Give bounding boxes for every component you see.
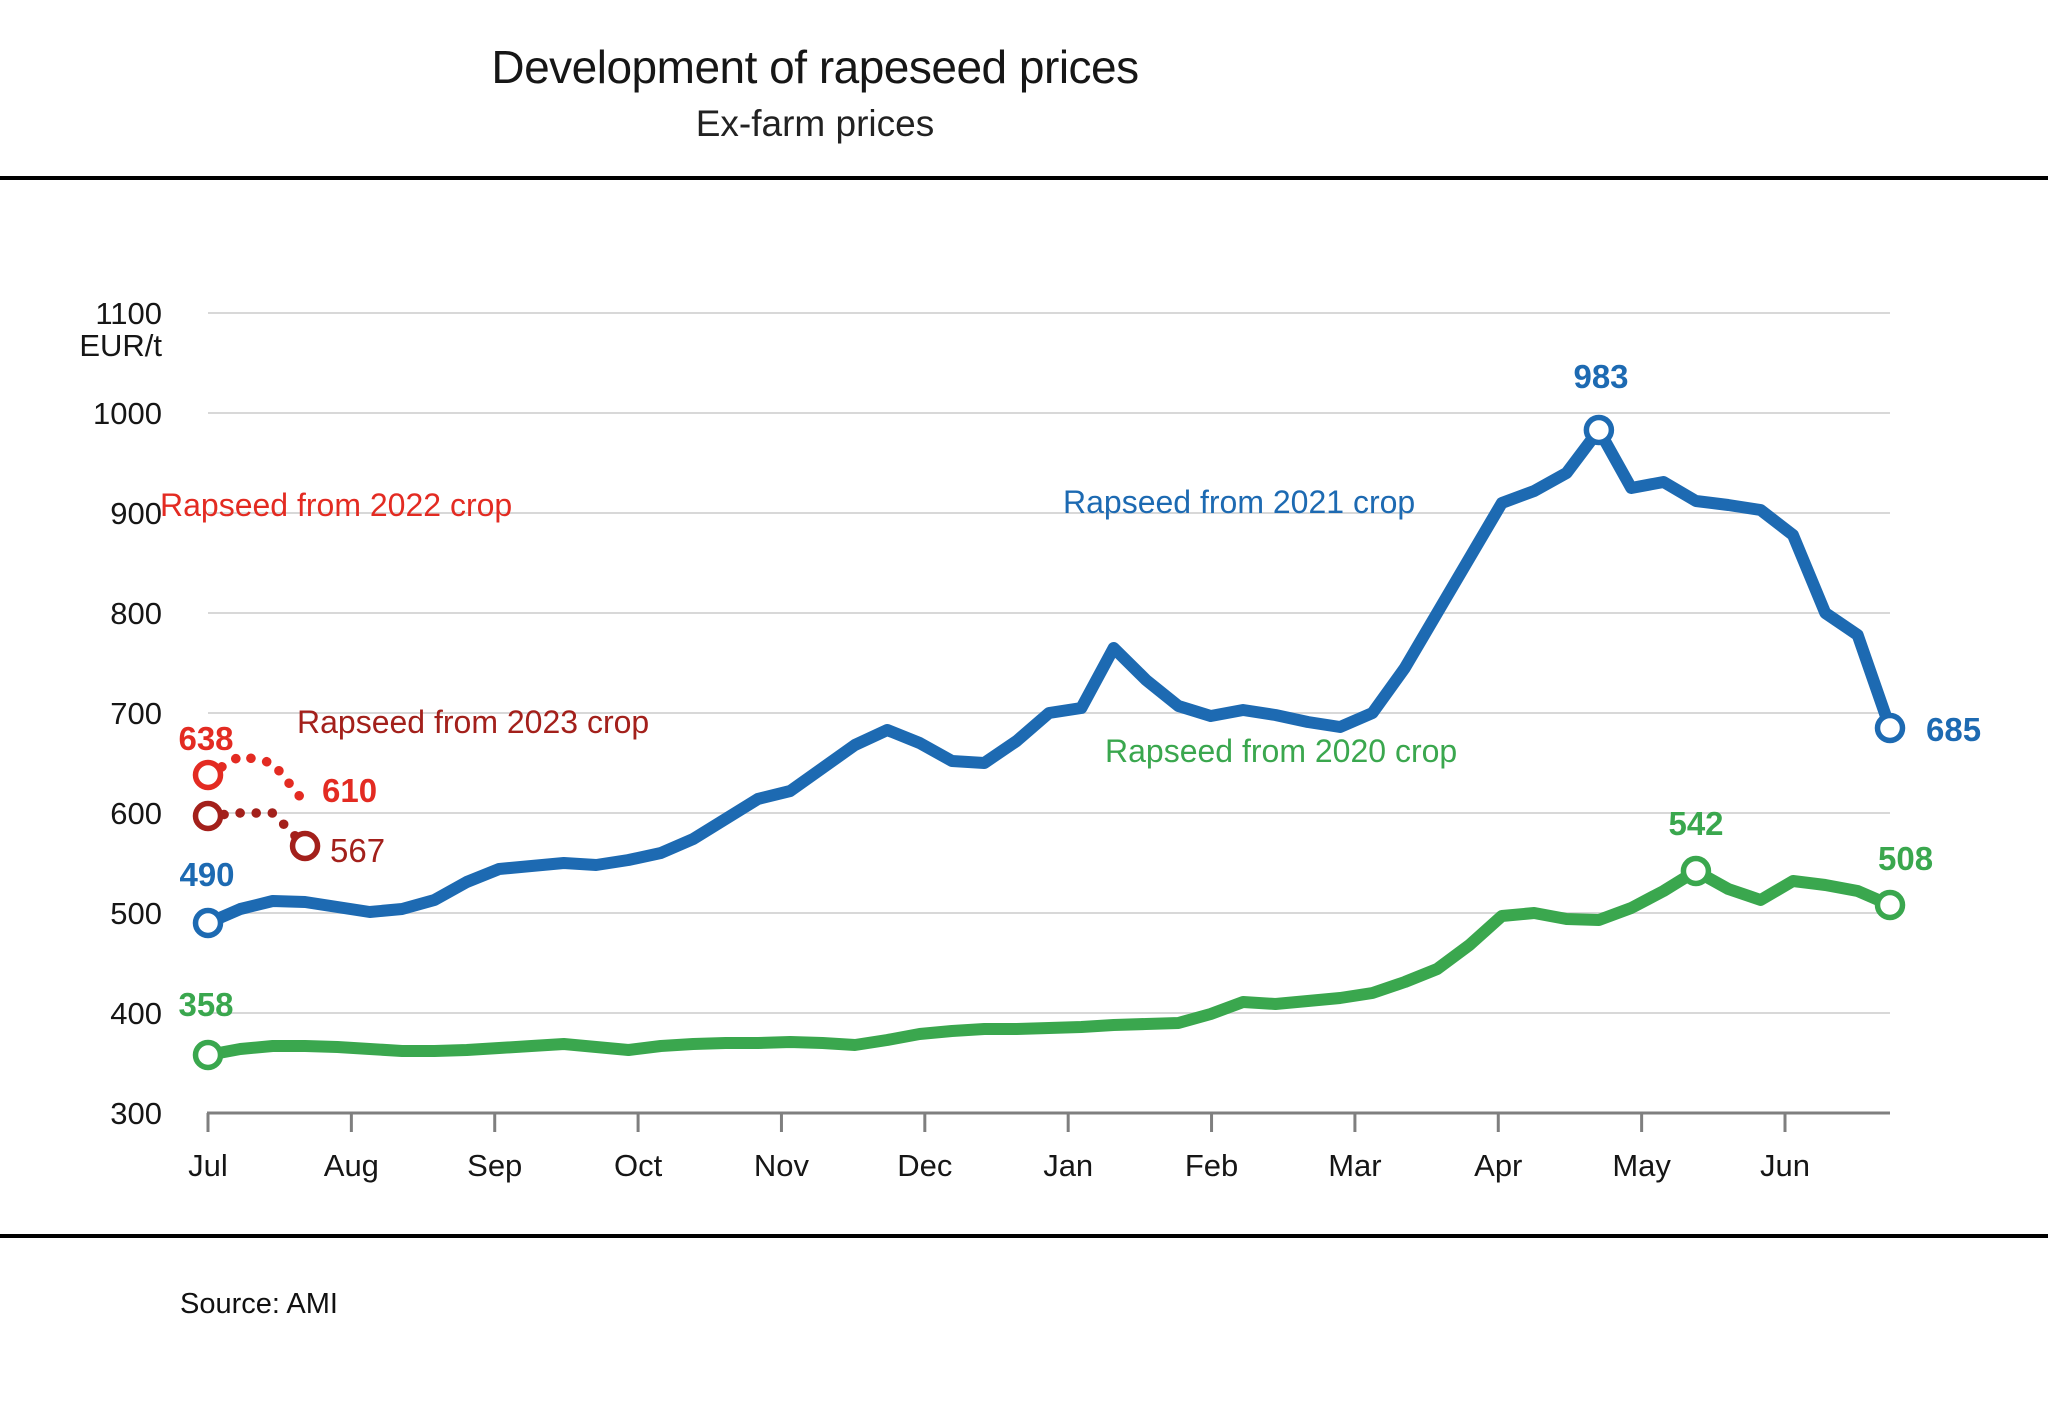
value-label-green-peak: 542 — [1668, 805, 1723, 842]
x-month-label-Dec: Dec — [897, 1148, 952, 1183]
x-month-label-Mar: Mar — [1328, 1148, 1381, 1183]
x-month-label-Oct: Oct — [614, 1148, 663, 1183]
series-label-2021-crop: Rapseed from 2021 crop — [1063, 484, 1415, 520]
rapeseed-2021-crop-marker-week-43 — [1583, 414, 1615, 446]
rapeseed-2020-crop-marker-week-0 — [192, 1039, 224, 1071]
x-axis-group: Jul Aug Sep Oct Nov Dec Jan Feb Mar Apr May Jun — [188, 1111, 1890, 1183]
value-label-green-start: 358 — [178, 986, 233, 1023]
value-label-red2022-start: 638 — [178, 720, 233, 757]
series-label-2020-crop: Rapseed from 2020 crop — [1105, 733, 1457, 769]
rapeseed-2021-crop-marker-week-52 — [1874, 712, 1906, 744]
value-label-red2022-end: 610 — [322, 772, 377, 809]
value-label-blue-end: 685 — [1926, 711, 1981, 748]
x-month-label-Aug: Aug — [324, 1148, 379, 1183]
y-tick-label-500: 500 — [110, 896, 162, 931]
bottom-separator-rule — [0, 1234, 2048, 1238]
y-tick-label-800: 800 — [110, 596, 162, 631]
rapeseed-2022-crop-line — [203, 751, 310, 808]
value-label-red2023-end: 567 — [330, 832, 385, 869]
y-tick-label-300: 300 — [110, 1096, 162, 1131]
series-label-2022-crop: Rapseed from 2022 crop — [160, 487, 512, 523]
y-tick-label-1100: 1100 — [95, 296, 162, 331]
y-tick-label-600: 600 — [110, 796, 162, 831]
chart-subtitle: Ex-farm prices — [695, 103, 935, 144]
x-month-label-Jan: Jan — [1043, 1148, 1093, 1183]
x-month-label-Feb: Feb — [1185, 1148, 1238, 1183]
series-label-2023-crop: Rapseed from 2023 crop — [297, 704, 649, 740]
rapeseed-2020-crop-marker-week-52 — [1874, 889, 1906, 921]
y-axis-unit-label: EUR/t — [79, 328, 162, 363]
rapeseed-2022-crop-marker-week-0 — [192, 759, 224, 791]
value-label-blue-peak: 983 — [1573, 358, 1628, 395]
series-group — [192, 414, 1906, 1071]
top-separator-rule — [0, 176, 2048, 180]
x-month-label-Apr: Apr — [1474, 1148, 1522, 1183]
rapeseed-2023-crop-marker-week-3 — [289, 830, 321, 862]
y-tick-label-1000: 1000 — [93, 396, 162, 431]
gridlines-group — [208, 312, 1890, 1014]
chart-header: Development of rapeseed prices Ex-farm p… — [0, 40, 1630, 145]
x-month-label-May: May — [1612, 1148, 1671, 1183]
rapeseed-2021-crop-line — [202, 424, 1896, 929]
x-month-label-Jul: Jul — [188, 1148, 228, 1183]
rapeseed-2021-crop-marker-week-0 — [192, 907, 224, 939]
chart-title: Development of rapeseed prices — [491, 41, 1139, 93]
value-label-blue-start: 490 — [179, 856, 234, 893]
rapeseed-2020-crop-marker-week-46 — [1680, 855, 1712, 887]
x-month-label-Sep: Sep — [467, 1148, 522, 1183]
y-tick-label-700: 700 — [110, 696, 162, 731]
x-month-label-Nov: Nov — [754, 1148, 810, 1183]
x-month-label-Jun: Jun — [1760, 1148, 1810, 1183]
source-note: Source: AMI — [180, 1288, 338, 1320]
rapeseed-2020-crop-line — [202, 865, 1896, 1061]
y-tick-label-900: 900 — [110, 496, 162, 531]
y-tick-label-400: 400 — [110, 996, 162, 1031]
rapeseed-2023-crop-line — [203, 808, 310, 851]
value-label-green-end: 508 — [1878, 840, 1933, 877]
y-axis-labels-group: 1100 1000 900 800 700 600 500 400 300 — [93, 296, 162, 1131]
rapeseed-2023-crop-marker-week-0 — [192, 800, 224, 832]
